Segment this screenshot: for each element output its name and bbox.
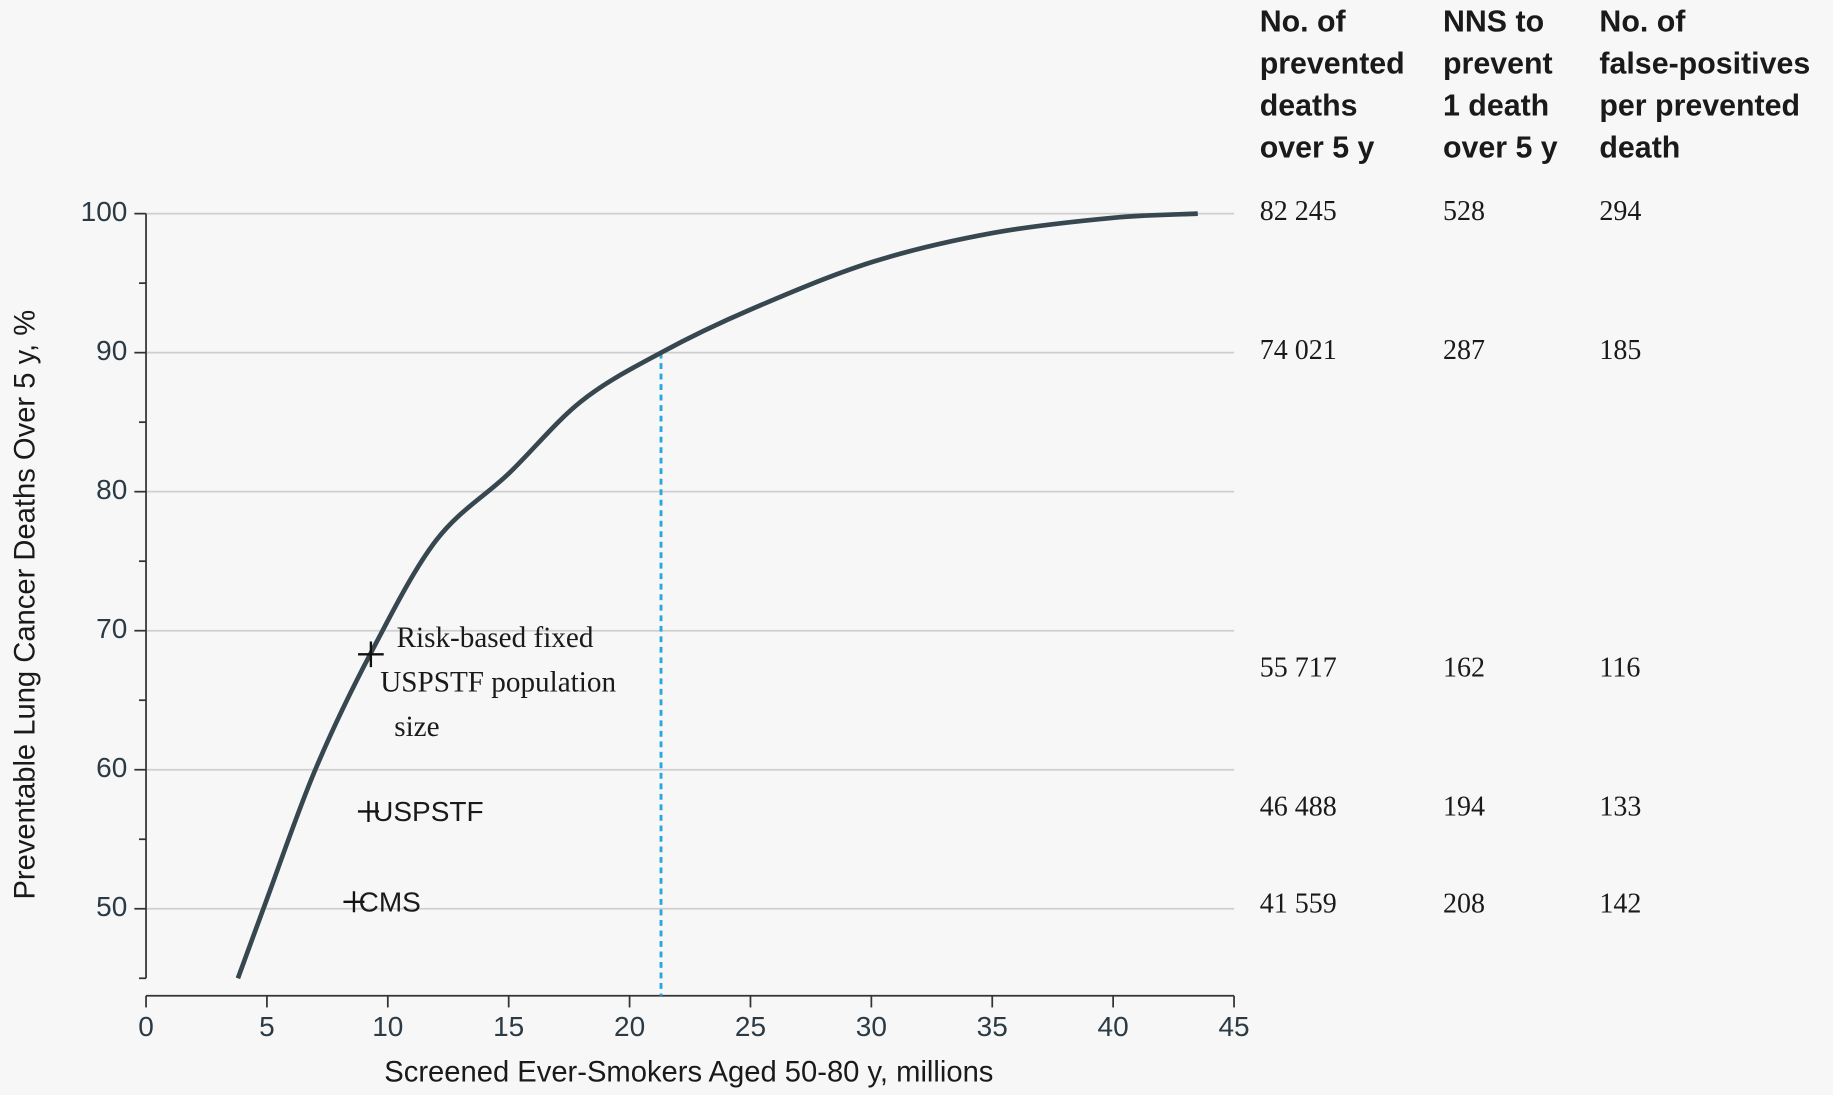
table-header: No. of xyxy=(1260,5,1347,38)
table-cell: 82 245 xyxy=(1260,196,1337,227)
y-axis-label: Preventable Lung Cancer Deaths Over 5 y,… xyxy=(10,310,42,900)
table-cell: 41 559 xyxy=(1260,888,1337,919)
table-cell: 185 xyxy=(1599,335,1641,366)
x-axis-label: Screened Ever-Smokers Aged 50-80 y, mill… xyxy=(384,1057,993,1089)
table-cell: 194 xyxy=(1443,791,1485,822)
table-cell: 528 xyxy=(1443,196,1485,227)
table-cell: 162 xyxy=(1443,652,1485,683)
x-tick-label: 0 xyxy=(138,1011,154,1042)
x-tick-label: 30 xyxy=(856,1011,887,1042)
table-cell: 55 717 xyxy=(1260,652,1337,683)
table-cell: 208 xyxy=(1443,888,1485,919)
table-header: over 5 y xyxy=(1443,131,1558,164)
table-header: per prevented xyxy=(1599,89,1800,122)
y-tick-label: 60 xyxy=(96,752,127,783)
x-tick-label: 40 xyxy=(1098,1011,1129,1042)
x-tick-label: 35 xyxy=(977,1011,1008,1042)
y-tick-label: 80 xyxy=(96,474,127,505)
x-tick-label: 5 xyxy=(259,1011,275,1042)
x-tick-label: 10 xyxy=(372,1011,403,1042)
point-marker xyxy=(358,641,384,668)
y-tick-label: 100 xyxy=(81,196,128,227)
table-cell: 74 021 xyxy=(1260,335,1337,366)
table-header: NNS to xyxy=(1443,5,1544,38)
point-marker xyxy=(357,800,379,822)
table-cell: 287 xyxy=(1443,335,1485,366)
table-header: prevent xyxy=(1443,47,1553,80)
table-cell: 294 xyxy=(1599,196,1641,227)
table-header: deaths xyxy=(1260,89,1358,122)
y-tick-label: 50 xyxy=(96,891,127,922)
point-label: size xyxy=(394,711,439,743)
x-tick-label: 25 xyxy=(735,1011,766,1042)
curve xyxy=(235,211,1198,980)
table-header: false-positives xyxy=(1599,47,1810,80)
table-header: 1 death xyxy=(1443,89,1549,122)
table-cell: 133 xyxy=(1599,791,1641,822)
table-header: No. of xyxy=(1599,5,1686,38)
point-marker xyxy=(343,891,365,913)
point-label: USPSTF population xyxy=(380,666,616,698)
table-header: prevented xyxy=(1260,47,1405,80)
y-tick-label: 90 xyxy=(96,335,127,366)
table-header: over 5 y xyxy=(1260,131,1375,164)
point-label: USPSTF xyxy=(373,796,483,827)
point-label: CMS xyxy=(359,887,421,918)
table-cell: 46 488 xyxy=(1260,791,1337,822)
x-tick-label: 45 xyxy=(1218,1011,1249,1042)
y-tick-label: 70 xyxy=(96,613,127,644)
table-header: death xyxy=(1599,131,1680,164)
table-cell: 142 xyxy=(1599,888,1641,919)
x-tick-label: 15 xyxy=(493,1011,524,1042)
point-label: Risk-based fixed xyxy=(397,622,594,654)
x-tick-label: 20 xyxy=(614,1011,645,1042)
table-cell: 116 xyxy=(1599,652,1640,683)
